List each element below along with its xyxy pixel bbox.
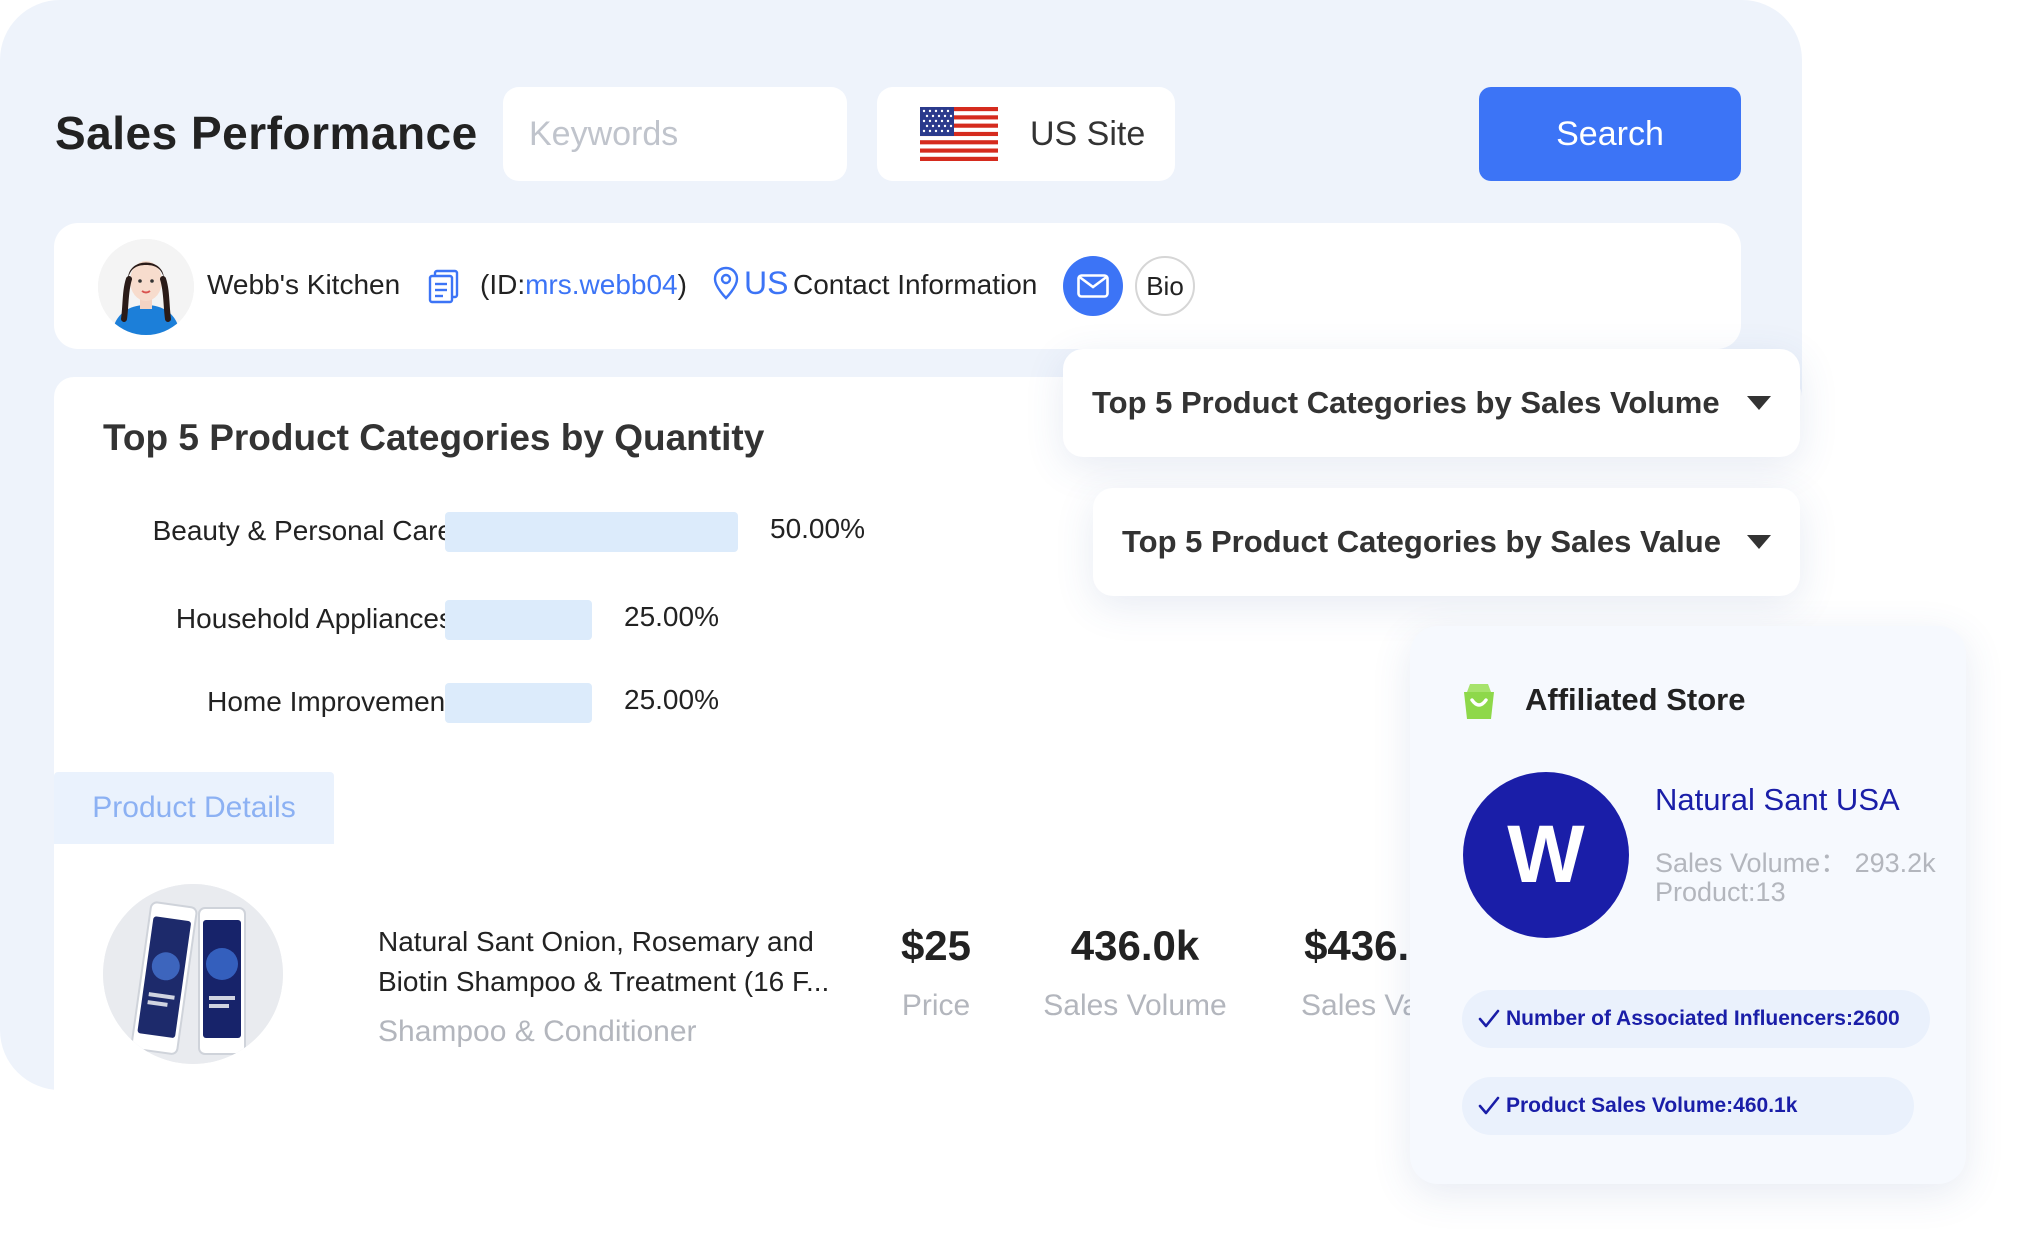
- store-product-count: Product:13: [1655, 877, 1786, 907]
- product-sales-volume: Product Sales Volume:460.1k: [1506, 1094, 1798, 1117]
- profile-country: US: [744, 265, 789, 301]
- dropdown-sales-value[interactable]: Top 5 Product Categories by Sales Value: [1093, 488, 1800, 596]
- dropdown-sales-volume[interactable]: Top 5 Product Categories by Sales Volume: [1063, 349, 1800, 457]
- profile-name: Webb's Kitchen: [207, 269, 401, 300]
- affiliated-store-card: Affiliated Store W Natural Sant USA Sale…: [1410, 626, 1966, 1184]
- bio-button[interactable]: Bio: [1135, 256, 1195, 316]
- influencers-count: Number of Associated Influencers:2600: [1506, 1007, 1900, 1030]
- product-category: Shampoo & Conditioner: [378, 1015, 697, 1048]
- price-label: Price: [901, 989, 971, 1022]
- dropdown-sales-value-label: Top 5 Product Categories by Sales Value: [1122, 524, 1721, 559]
- main-panel: Sales Performance US Site Search: [0, 0, 1802, 1090]
- category-bar-beauty: [445, 512, 738, 552]
- page-title: Sales Performance: [55, 107, 478, 159]
- document-icon[interactable]: [426, 268, 462, 304]
- product-name[interactable]: Natural Sant Onion, Rosemary and Biotin …: [378, 926, 830, 997]
- profile-id-value[interactable]: mrs.webb04: [525, 269, 678, 300]
- price-value: $25: [900, 922, 972, 969]
- check-icon: [1478, 1096, 1500, 1115]
- category-percent-beauty: 50.00%: [770, 513, 865, 544]
- store-name[interactable]: Natural Sant USA: [1655, 782, 1900, 817]
- search-button[interactable]: Search: [1479, 87, 1741, 181]
- category-label-household: Household Appliances: [175, 603, 453, 634]
- stats-title: Top 5 Product Categories by Quantity: [103, 417, 765, 458]
- influencers-pill: Number of Associated Influencers:2600: [1462, 990, 1930, 1048]
- profile-id: (ID:mrs.webb04): [480, 269, 687, 300]
- check-icon: [1478, 1009, 1500, 1028]
- category-label-home: Home Improvement: [207, 686, 453, 717]
- keyword-input[interactable]: [503, 87, 847, 181]
- location-pin-icon: [713, 266, 739, 300]
- dropdown-sales-volume-label: Top 5 Product Categories by Sales Volume: [1092, 385, 1720, 420]
- category-percent-home: 25.00%: [624, 684, 719, 715]
- store-header: Affiliated Store: [1525, 682, 1746, 717]
- product-sales-pill: Product Sales Volume:460.1k: [1462, 1077, 1914, 1135]
- category-label-beauty: Beauty & Personal Care: [152, 515, 453, 546]
- sales-volume-label: Sales Volume: [1043, 989, 1227, 1022]
- avatar[interactable]: [98, 239, 194, 335]
- store-sales-volume: Sales Volume： 293.2k: [1655, 848, 1936, 878]
- store-logo[interactable]: W: [1463, 772, 1629, 938]
- mail-button[interactable]: [1063, 256, 1123, 316]
- site-select[interactable]: US Site: [877, 87, 1175, 181]
- category-bar-home: [445, 683, 592, 723]
- sales-volume-value: 436.0k: [1070, 922, 1200, 969]
- shopping-bag-icon: [1464, 684, 1494, 719]
- tab-product-details[interactable]: Product Details: [54, 772, 334, 844]
- product-image[interactable]: [103, 884, 283, 1064]
- us-flag-icon: [920, 107, 998, 161]
- site-label: US Site: [1030, 114, 1146, 153]
- caret-down-icon: [1747, 535, 1771, 549]
- mail-icon: [1077, 274, 1109, 298]
- contact-information-label: Contact Information: [793, 269, 1038, 300]
- profile-bar: Webb's Kitchen (ID:mrs.webb04) US Contac…: [54, 223, 1741, 349]
- category-bar-household: [445, 600, 592, 640]
- category-percent-household: 25.00%: [624, 601, 719, 632]
- caret-down-icon: [1747, 396, 1771, 410]
